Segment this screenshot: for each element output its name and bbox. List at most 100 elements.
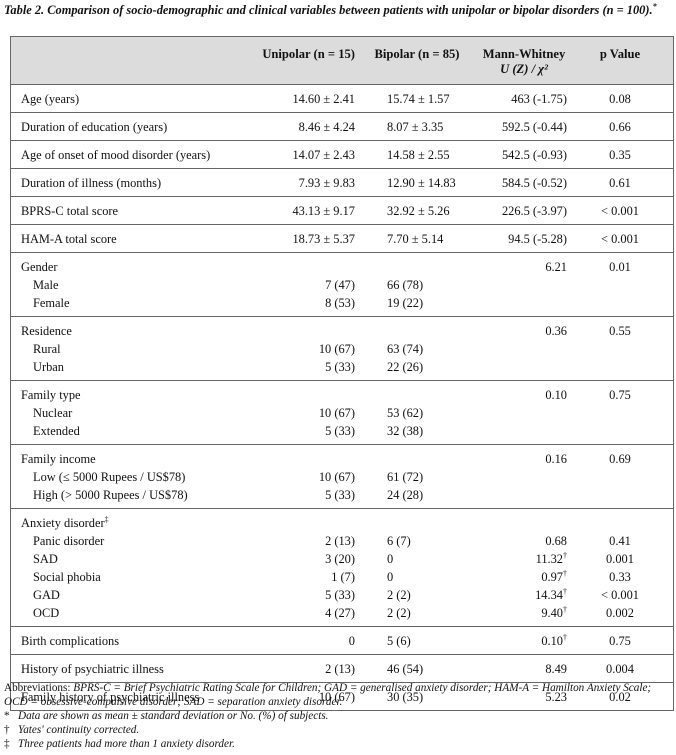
- cell-bipolar-value: 32.92 ± 5.26: [387, 204, 450, 218]
- cell-bipolar: 24 (28): [377, 486, 467, 504]
- cell-bipolar: 46 (54): [377, 660, 467, 678]
- cell-bipolar-value: 22 (26): [387, 360, 424, 374]
- cell-unipolar: 14.07 ± 2.43: [255, 146, 355, 164]
- cell-stat-mark: †: [563, 604, 567, 614]
- cell-p-value: 0.55: [589, 322, 651, 340]
- cell-p-value: 0.001: [589, 550, 651, 568]
- cell-p-value-value: 0.75: [609, 634, 631, 648]
- table-row-group: BPRS-C total score 43.13 ± 9.17 32.92 ± 5.…: [11, 197, 673, 225]
- footnote-mark: *: [4, 710, 10, 722]
- cell-test-statistic: 463 (-1.75): [481, 90, 567, 108]
- cell-bipolar-value: 30 (35): [387, 690, 424, 704]
- cell-test-statistic: 592.5 (-0.44): [481, 118, 567, 136]
- row-label: Duration of illness (months): [21, 174, 161, 192]
- header-mann-whitney-line1: Mann-Whitney: [482, 47, 566, 61]
- footnote-note-0: * Data are shown as mean ± standard devia…: [4, 710, 328, 724]
- table-row-group: Anxiety disorder‡ Panic disorder 2 (13) 6 (…: [11, 509, 673, 627]
- cell-p-value-value: < 0.001: [601, 588, 639, 602]
- cell-bipolar: 32.92 ± 5.26: [377, 202, 467, 220]
- cell-unipolar-value: 1 (7): [331, 570, 355, 584]
- table-row-group: Gender 6.21 0.01 Male 7 (47) 66 (78) Female 8 (…: [11, 253, 673, 317]
- row-label: Nuclear: [33, 404, 72, 422]
- row-label: Female: [33, 294, 69, 312]
- row-label: Gender: [21, 258, 57, 276]
- cell-test-statistic: 226.5 (-3.97): [481, 202, 567, 220]
- cell-p-value: < 0.001: [589, 230, 651, 248]
- cell-bipolar-value: 24 (28): [387, 488, 424, 502]
- row-label-value: Family income: [21, 452, 96, 466]
- cell-bipolar-value: 5 (6): [387, 634, 411, 648]
- cell-unipolar-value: 3 (20): [325, 552, 355, 566]
- cell-p-value: < 0.001: [589, 202, 651, 220]
- caption-n-line: (n = 100).: [602, 3, 653, 17]
- row-label: Male: [33, 276, 58, 294]
- cell-unipolar: 5 (33): [255, 422, 355, 440]
- table-row-group: Age (years) 14.60 ± 2.41 15.74 ± 1.57 463 (…: [11, 85, 673, 113]
- table-row-group: Family history of psychiatric illness 10 …: [11, 683, 673, 711]
- cell-bipolar-value: 7.70 ± 5.14: [387, 232, 444, 246]
- row-label: Anxiety disorder‡: [21, 514, 109, 532]
- footnote-abbrev-text: BPRS-C = Brief Psychiatric Rating Scale …: [4, 682, 652, 708]
- cell-unipolar: 0: [255, 632, 355, 650]
- cell-bipolar: 2 (2): [377, 604, 467, 622]
- header-unipolar: Unipolar (n = 15): [262, 47, 355, 61]
- cell-test-statistic-value: 592.5 (-0.44): [501, 120, 567, 134]
- row-label-value: OCD: [33, 606, 60, 620]
- cell-bipolar: 53 (62): [377, 404, 467, 422]
- footnote-mark: ‡: [4, 738, 10, 750]
- cell-p-value: 0.61: [589, 174, 651, 192]
- row-label: Low (≤ 5000 Rupees / US$78): [33, 468, 185, 486]
- cell-unipolar: 5 (33): [255, 358, 355, 376]
- table-row-group: Family income 0.16 0.69 Low (≤ 5000 Rupees …: [11, 445, 673, 509]
- cell-unipolar: 14.60 ± 2.41: [255, 90, 355, 108]
- cell-test-statistic: 11.32†: [481, 550, 567, 568]
- row-label-value: Male: [33, 278, 59, 292]
- cell-unipolar: 8 (53): [255, 294, 355, 312]
- row-label-value: Family type: [21, 388, 81, 402]
- cell-unipolar-value: 2 (13): [325, 662, 355, 676]
- row-label: Family income: [21, 450, 96, 468]
- row-label-value: Low (≤ 5000 Rupees / US$78): [33, 470, 186, 484]
- cell-bipolar: 63 (74): [377, 340, 467, 358]
- row-label-mark: ‡: [104, 514, 109, 524]
- data-table: Unipolar (n = 15) Bipolar (n = 85) Mann-…: [10, 36, 674, 711]
- cell-test-statistic: 0.36: [481, 322, 567, 340]
- caption-title: Table 2. Comparison of socio-demographic…: [4, 3, 600, 17]
- cell-unipolar: 7 (47): [255, 276, 355, 294]
- cell-unipolar-value: 5 (33): [325, 488, 355, 502]
- row-label-value: Nuclear: [33, 406, 73, 420]
- cell-bipolar: 32 (38): [377, 422, 467, 440]
- table-row-group: Age of onset of mood disorder (years) 14.…: [11, 141, 673, 169]
- row-label-value: GAD: [33, 588, 60, 602]
- row-label-value: Duration of education (years): [21, 120, 168, 134]
- cell-stat-mark: †: [563, 586, 567, 596]
- row-label: Urban: [33, 358, 64, 376]
- cell-unipolar-value: 10 (67): [318, 406, 355, 420]
- cell-p-value-value: 0.35: [609, 148, 631, 162]
- cell-bipolar: 8.07 ± 3.35: [377, 118, 467, 136]
- cell-p-value: 0.75: [589, 632, 651, 650]
- cell-unipolar-value: 5 (33): [325, 360, 355, 374]
- footnote-abbreviations: Abbreviations: BPRS-C = Brief Psychiatri…: [4, 682, 672, 709]
- cell-unipolar-value: 14.07 ± 2.43: [292, 148, 355, 162]
- cell-test-statistic: 584.5 (-0.52): [481, 174, 567, 192]
- cell-unipolar: 5 (33): [255, 486, 355, 504]
- row-label: Rural: [33, 340, 61, 358]
- row-label-value: Social phobia: [33, 570, 101, 584]
- row-label: Social phobia: [33, 568, 101, 586]
- cell-bipolar: 61 (72): [377, 468, 467, 486]
- cell-unipolar: 10 (67): [255, 468, 355, 486]
- cell-p-value-value: 0.004: [606, 662, 634, 676]
- row-label: Duration of education (years): [21, 118, 167, 136]
- row-label-value: Extended: [33, 424, 80, 438]
- cell-unipolar-value: 7 (47): [325, 278, 355, 292]
- cell-stat-mark: †: [563, 550, 567, 560]
- row-label-value: Rural: [33, 342, 61, 356]
- cell-p-value-value: < 0.001: [601, 204, 639, 218]
- cell-p-value-value: 0.002: [606, 606, 634, 620]
- footnote-text: Data are shown as mean ± standard deviat…: [18, 710, 329, 722]
- row-label-value: SAD: [33, 552, 58, 566]
- cell-p-value-value: 0.66: [609, 120, 631, 134]
- row-label: Extended: [33, 422, 80, 440]
